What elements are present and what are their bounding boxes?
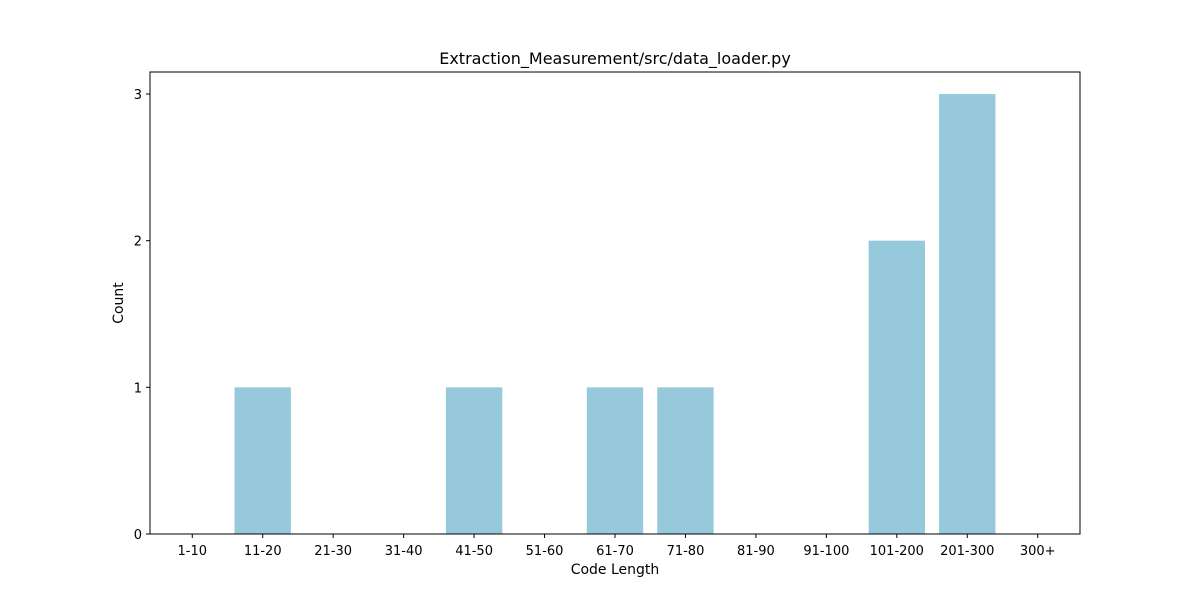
x-axis-label: Code Length	[571, 562, 660, 578]
bar-201-300	[939, 94, 996, 534]
y-axis: 0 1 2 3	[134, 88, 150, 543]
x-tick-label: 41-50	[455, 544, 493, 559]
bar-11-20	[234, 387, 291, 534]
x-axis: 1-10 11-20 21-30 31-40 41-50 51-60 61-70 71-80 8…	[178, 534, 1056, 559]
bar-41-50	[445, 387, 503, 534]
x-tick-label: 300+	[1020, 544, 1056, 559]
x-tick-label: 1-10	[178, 544, 208, 559]
y-tick-label: 1	[134, 381, 142, 396]
x-tick-label: 21-30	[314, 544, 352, 559]
y-tick-label: 0	[134, 528, 142, 543]
x-tick-label: 31-40	[385, 544, 423, 559]
bar-61-70	[586, 387, 644, 534]
x-tick-label: 201-300	[940, 544, 994, 559]
x-tick-label: 61-70	[596, 544, 634, 559]
chart-title: Extraction_Measurement/src/data_loader.p…	[439, 49, 791, 69]
y-axis-label: Count	[111, 282, 127, 324]
bar-71-80	[657, 387, 714, 534]
y-tick-label: 2	[134, 235, 142, 250]
x-tick-label: 51-60	[526, 544, 564, 559]
bars-layer	[234, 94, 996, 534]
x-tick-label: 11-20	[244, 544, 282, 559]
bar-101-200	[868, 240, 925, 534]
x-tick-label: 71-80	[667, 544, 705, 559]
x-tick-label: 91-100	[803, 544, 849, 559]
x-tick-label: 81-90	[737, 544, 775, 559]
y-tick-label: 3	[134, 88, 142, 103]
x-tick-label: 101-200	[870, 544, 924, 559]
